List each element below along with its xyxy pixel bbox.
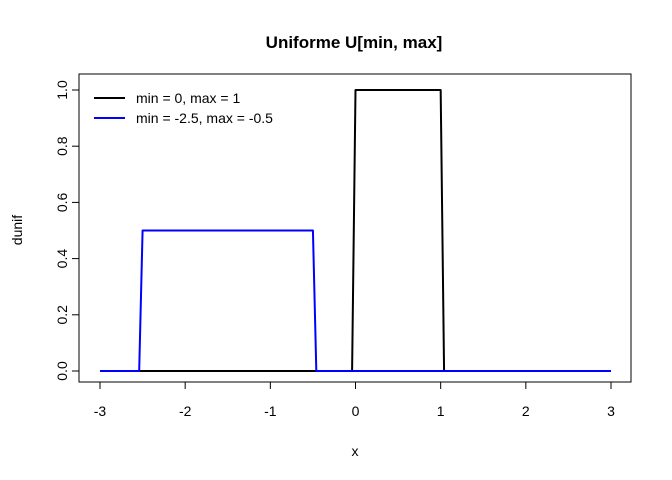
x-axis-label: x — [352, 443, 359, 459]
legend-label-2: min = -2.5, max = -0.5 — [136, 110, 273, 126]
legend-label-1: min = 0, max = 1 — [136, 90, 240, 106]
y-tick-label: 0.8 — [54, 136, 70, 156]
x-tick-label: 0 — [352, 403, 360, 419]
x-axis: -3 -2 -1 0 1 2 3 — [94, 381, 615, 419]
x-tick-label: 3 — [607, 403, 615, 419]
y-tick-label: 0.6 — [54, 192, 70, 212]
chart-title: Uniforme U[min, max] — [266, 33, 443, 52]
y-tick-label: 0.4 — [54, 249, 70, 269]
legend: min = 0, max = 1 min = -2.5, max = -0.5 — [94, 90, 273, 126]
y-tick-label: 0.0 — [54, 361, 70, 381]
y-axis: 0.0 0.2 0.4 0.6 0.8 1.0 — [54, 80, 80, 381]
x-tick-label: 2 — [522, 403, 530, 419]
x-tick-label: -2 — [179, 403, 192, 419]
series-layer — [100, 89, 611, 372]
x-tick-label: 1 — [437, 403, 445, 419]
x-tick-label: -3 — [94, 403, 107, 419]
x-tick-label: -1 — [264, 403, 277, 419]
y-axis-label: dunif — [9, 215, 25, 245]
y-tick-label: 1.0 — [54, 80, 70, 100]
y-tick-label: 0.2 — [54, 305, 70, 325]
series-line-2 — [100, 229, 611, 372]
